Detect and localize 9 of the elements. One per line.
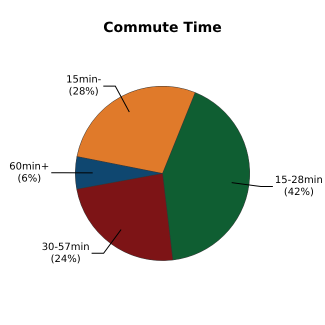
data-label: (42%)	[284, 187, 314, 198]
data-label: (24%)	[50, 254, 81, 265]
slice-label: 60min+	[9, 161, 50, 172]
data-label: (6%)	[17, 173, 42, 184]
slice-label: 15min-	[66, 74, 102, 86]
data-label: (28%)	[68, 86, 99, 98]
slice-label: 15-28min	[274, 175, 323, 186]
chart-title: Commute Time	[103, 20, 222, 36]
slice-label: 30-57min	[42, 242, 90, 253]
